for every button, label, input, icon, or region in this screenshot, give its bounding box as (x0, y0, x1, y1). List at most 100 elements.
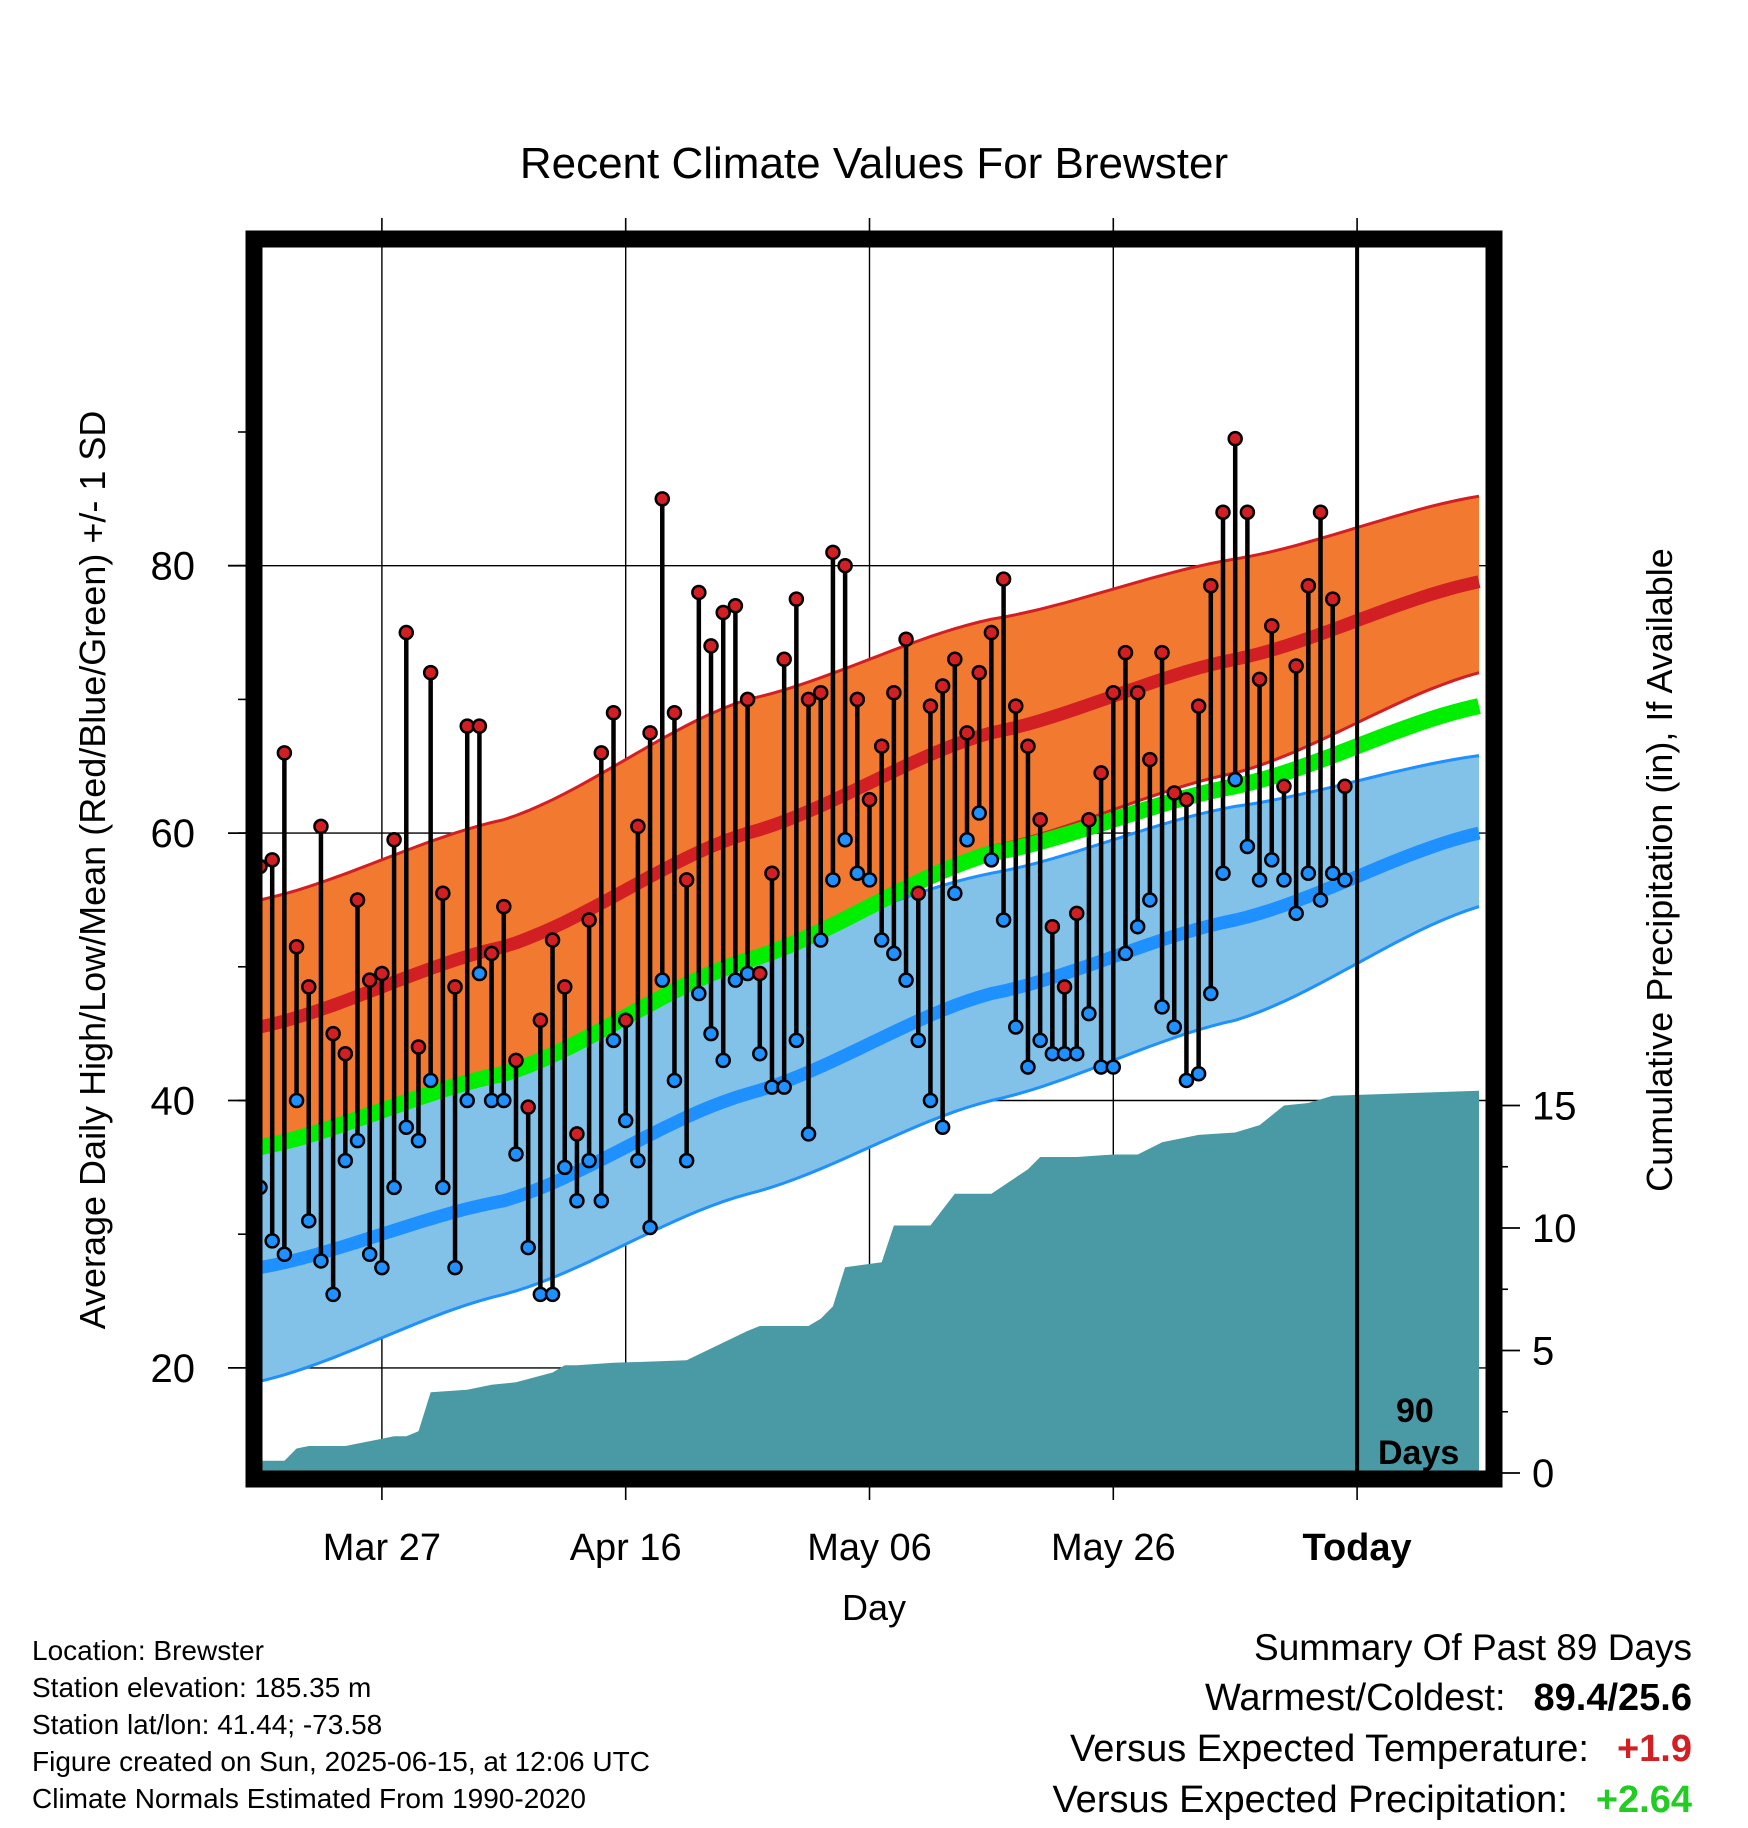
daily-high-point (739, 691, 756, 708)
daily-high-point (374, 965, 390, 982)
daily-high-point (861, 791, 878, 808)
daily-high-point (1032, 811, 1048, 828)
daily-low-point (654, 972, 671, 988)
daily-high-point (1117, 644, 1134, 661)
daily-high-point (666, 705, 683, 721)
daily-low-point (1239, 838, 1256, 855)
daily-low-point (508, 1146, 524, 1162)
daily-high-point (715, 604, 731, 621)
daily-high-point (1276, 778, 1292, 795)
daily-low-point (776, 1079, 792, 1095)
x-tick-label: Mar 27 (323, 1527, 441, 1569)
daily-high-point (898, 631, 914, 647)
daily-low-point (1178, 1072, 1195, 1089)
daily-high-point (1044, 918, 1061, 935)
y2-tick-label: 15 (1532, 1085, 1577, 1129)
y-axis-label: Average Daily High/Low/Mean (Red/Blue/Gr… (72, 411, 113, 1330)
daily-high-point (642, 725, 658, 741)
daily-low-point (1154, 999, 1170, 1015)
summary-heading: Summary Of Past 89 Days (1254, 1627, 1692, 1668)
daily-high-point (386, 832, 402, 848)
warmest-label: Warmest/Coldest: (1204, 1677, 1506, 1719)
today-marker-label-days: Days (1378, 1434, 1459, 1472)
daily-high-point (264, 852, 280, 868)
daily-high-point (520, 1099, 536, 1115)
daily-low-point (1337, 872, 1353, 888)
daily-low-point (422, 1072, 439, 1089)
daily-low-point (520, 1239, 536, 1256)
climate-chart: Recent Climate Values For Brewster Mar 2… (72, 139, 1680, 1628)
daily-high-point (471, 718, 488, 734)
daily-high-point (496, 898, 512, 915)
axis-ticks: Mar 27 Apr 16 May 06 May 26 Today 20 40 60 80 0 5 1… (151, 218, 1577, 1569)
daily-high-point (422, 664, 439, 681)
daily-low-point (910, 1032, 927, 1049)
daily-high-point (1251, 671, 1268, 688)
y2-tick-label: 5 (1532, 1330, 1554, 1374)
daily-high-point (325, 1025, 341, 1042)
daily-low-point (435, 1179, 451, 1196)
daily-low-point (1300, 865, 1317, 881)
daily-high-point (703, 638, 719, 654)
daily-low-point (788, 1032, 805, 1049)
daily-low-point (398, 1119, 415, 1135)
daily-low-point (1264, 852, 1280, 868)
temp-anomaly-value: +1.9 (1616, 1728, 1692, 1770)
location-text: Location: Brewster (32, 1635, 264, 1666)
daily-low-point (544, 1286, 561, 1303)
summary-warmest-row: Warmest/Coldest: 89.4/25.6 (1052, 1673, 1692, 1724)
daily-low-point (301, 1213, 317, 1229)
daily-low-point (581, 1152, 597, 1169)
daily-high-point (435, 885, 451, 902)
daily-low-point (849, 865, 866, 881)
daily-high-point (301, 979, 317, 995)
station-info: Location: Brewster Station elevation: 18… (32, 1632, 650, 1817)
daily-low-point (1129, 918, 1146, 935)
daily-high-point (1288, 658, 1304, 674)
daily-high-point (349, 892, 366, 908)
daily-low-point (349, 1132, 366, 1149)
daily-low-point (1117, 945, 1134, 962)
daily-high-point (398, 624, 415, 641)
daily-low-point (569, 1193, 585, 1209)
daily-low-point (605, 1032, 622, 1049)
y2-tick-label: 10 (1532, 1207, 1577, 1251)
daily-high-point (593, 745, 610, 761)
daily-high-point (313, 818, 329, 835)
daily-high-point (947, 651, 963, 668)
precip-area (260, 1090, 1479, 1473)
daily-low-point (678, 1152, 695, 1169)
daily-low-point (922, 1092, 939, 1109)
daily-high-point (776, 651, 792, 668)
daily-high-point (1008, 698, 1024, 714)
normals-text: Climate Normals Estimated From 1990-2020 (32, 1783, 586, 1814)
daily-high-point (630, 818, 646, 835)
daily-high-point (959, 725, 975, 741)
daily-low-point (703, 1025, 719, 1042)
elevation-text: Station elevation: 185.35 m (32, 1672, 372, 1703)
warmest-value: 89.4/25.6 (1533, 1677, 1692, 1719)
daily-high-point (678, 872, 695, 888)
daily-low-point (800, 1126, 817, 1142)
daily-low-point (1276, 872, 1292, 888)
y-tick-label: 20 (151, 1347, 196, 1391)
daily-low-point (861, 872, 878, 888)
daily-high-point (934, 678, 951, 694)
daily-high-point (532, 1012, 549, 1029)
daily-high-point (1227, 430, 1243, 447)
daily-low-point (1008, 1019, 1024, 1035)
daily-low-point (886, 945, 902, 962)
temp-anomaly-label: Versus Expected Temperature: (1070, 1728, 1589, 1770)
daily-low-point (557, 1159, 573, 1176)
daily-low-point (995, 912, 1012, 928)
daily-high-point (727, 598, 744, 614)
daily-high-point (873, 738, 890, 754)
normal-high-line (258, 575, 1481, 1034)
daily-low-point (617, 1112, 634, 1129)
x-axis-label: Day (842, 1587, 906, 1628)
daily-high-point (557, 979, 573, 995)
daily-low-point (1081, 1005, 1097, 1022)
daily-low-point (1324, 865, 1341, 881)
daily-low-point (1020, 1059, 1036, 1075)
daily-high-point (1081, 811, 1097, 828)
